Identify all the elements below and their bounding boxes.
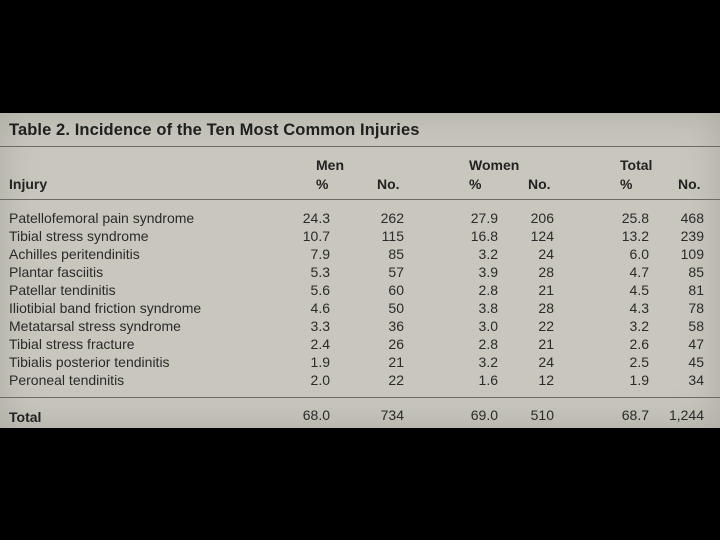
cell-total-no: 109 (680, 246, 704, 262)
cell-women-pct: 1.6 (478, 372, 498, 388)
cell-men-pct: 7.9 (310, 246, 330, 262)
cell-total-no: 85 (688, 264, 704, 280)
cell-men-no: 60 (388, 282, 404, 298)
total-divider (0, 397, 720, 398)
cell-women-pct: 3.2 (478, 246, 498, 262)
cell-women-pct: 2.8 (478, 336, 498, 352)
cell-total-no: 78 (688, 300, 704, 316)
cell-men-pct: 10.7 (302, 228, 330, 244)
header-women: Women (469, 157, 520, 173)
total-women-pct: 69.0 (470, 407, 498, 423)
cell-women-pct: 3.8 (478, 300, 498, 316)
cell-men-no: 50 (388, 300, 404, 316)
cell-men-no: 26 (388, 336, 404, 352)
row-injury-label: Achilles peritendinitis (9, 246, 140, 262)
header-men-no: No. (377, 176, 400, 192)
cell-men-no: 36 (388, 318, 404, 334)
cell-men-pct: 24.3 (302, 210, 330, 226)
cell-total-pct: 13.2 (621, 228, 649, 244)
cell-women-no: 124 (530, 228, 554, 244)
cell-men-no: 21 (388, 354, 404, 370)
cell-men-pct: 4.6 (310, 300, 330, 316)
cell-women-no: 12 (538, 372, 554, 388)
title-divider (0, 146, 720, 147)
row-injury-label: Tibial stress syndrome (9, 228, 149, 244)
cell-women-pct: 2.8 (478, 282, 498, 298)
cell-men-no: 115 (381, 228, 404, 244)
cell-total-no: 239 (680, 228, 704, 244)
slide: Table 2. Incidence of the Ten Most Commo… (0, 113, 720, 428)
cell-women-no: 28 (538, 300, 554, 316)
total-men-no: 734 (380, 407, 404, 423)
cell-women-pct: 27.9 (470, 210, 498, 226)
cell-women-pct: 3.9 (478, 264, 498, 280)
header-women-no: No. (528, 176, 551, 192)
cell-total-pct: 4.7 (629, 264, 649, 280)
total-total-pct: 68.7 (621, 407, 649, 423)
cell-total-pct: 2.6 (629, 336, 649, 352)
cell-women-pct: 3.2 (478, 354, 498, 370)
cell-men-pct: 1.9 (310, 354, 330, 370)
cell-men-pct: 2.0 (310, 372, 330, 388)
cell-total-pct: 4.5 (629, 282, 649, 298)
cell-men-no: 57 (388, 264, 404, 280)
cell-women-no: 24 (538, 354, 554, 370)
cell-men-pct: 2.4 (310, 336, 330, 352)
cell-women-pct: 3.0 (478, 318, 498, 334)
cell-total-no: 468 (680, 210, 704, 226)
header-total-pct: % (620, 176, 633, 192)
cell-total-no: 58 (688, 318, 704, 334)
cell-total-no: 47 (688, 336, 704, 352)
cell-total-pct: 1.9 (629, 372, 649, 388)
cell-total-no: 45 (688, 354, 704, 370)
row-injury-label: Patellar tendinitis (9, 282, 116, 298)
header-men: Men (316, 157, 344, 173)
header-women-pct: % (469, 176, 482, 192)
row-injury-label: Tibial stress fracture (9, 336, 135, 352)
row-injury-label: Tibialis posterior tendinitis (9, 354, 170, 370)
cell-men-no: 262 (380, 210, 404, 226)
cell-women-pct: 16.8 (470, 228, 498, 244)
row-injury-label: Patellofemoral pain syndrome (9, 210, 195, 226)
row-injury-label: Plantar fasciitis (9, 264, 104, 280)
header-total-no: No. (678, 176, 701, 192)
table-title: Table 2. Incidence of the Ten Most Commo… (9, 121, 420, 139)
header-divider (0, 199, 720, 200)
cell-total-no: 81 (688, 282, 704, 298)
total-men-pct: 68.0 (302, 407, 330, 423)
cell-total-pct: 6.0 (629, 246, 649, 262)
cell-women-no: 22 (538, 318, 554, 334)
cell-total-no: 34 (688, 372, 704, 388)
cell-women-no: 28 (538, 264, 554, 280)
row-injury-label: Iliotibial band friction syndrome (9, 300, 202, 316)
cell-women-no: 206 (530, 210, 554, 226)
header-injury: Injury (9, 176, 48, 192)
total-total-no: 1,244 (668, 407, 704, 423)
cell-men-no: 85 (388, 246, 404, 262)
cell-women-no: 21 (538, 282, 554, 298)
header-men-pct: % (316, 176, 329, 192)
cell-men-pct: 3.3 (310, 318, 330, 334)
cell-total-pct: 3.2 (629, 318, 649, 334)
cell-men-pct: 5.3 (310, 264, 330, 280)
cell-total-pct: 25.8 (621, 210, 649, 226)
row-injury-label: Metatarsal stress syndrome (9, 318, 181, 334)
header-total: Total (620, 157, 653, 173)
cell-men-pct: 5.6 (310, 282, 330, 298)
cell-women-no: 24 (538, 246, 554, 262)
row-injury-label: Peroneal tendinitis (9, 372, 125, 388)
cell-men-no: 22 (388, 372, 404, 388)
total-women-no: 510 (530, 407, 554, 423)
total-label: Total (9, 409, 42, 425)
cell-total-pct: 4.3 (629, 300, 649, 316)
cell-women-no: 21 (538, 336, 554, 352)
cell-total-pct: 2.5 (629, 354, 649, 370)
